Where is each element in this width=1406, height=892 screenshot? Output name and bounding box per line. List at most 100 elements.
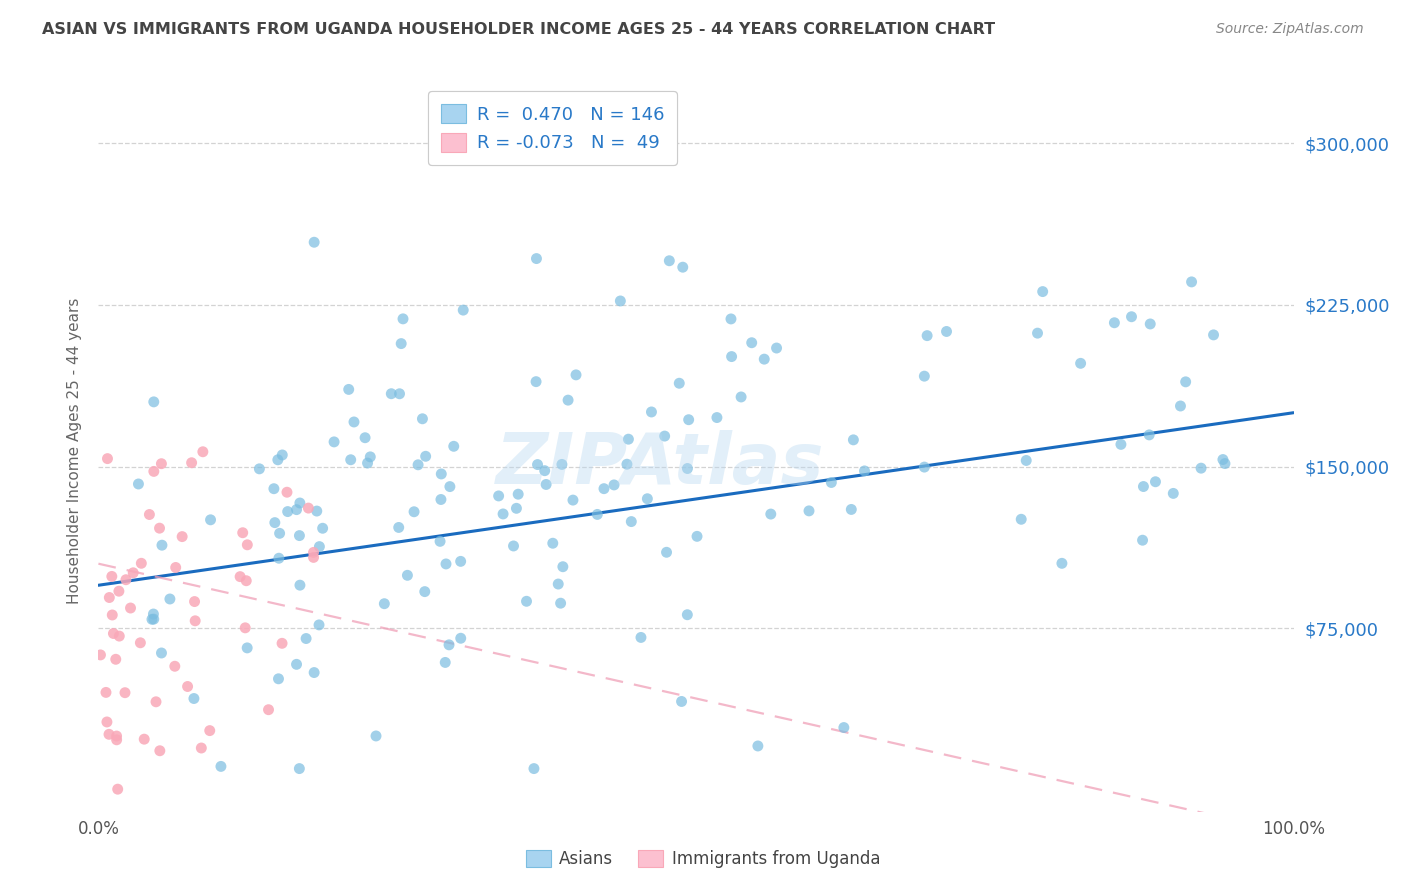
Point [150, 538, 173, 552]
Point [343, 415, 366, 429]
Point [389, 336, 412, 351]
Point [1050, 557, 1073, 571]
Point [1132, 479, 1154, 493]
Point [142, 612, 165, 626]
Point [1137, 428, 1160, 442]
Point [562, 493, 585, 508]
Point [668, 376, 690, 391]
Point [108, 584, 131, 599]
Point [392, 311, 415, 326]
Point [671, 694, 693, 708]
Point [388, 520, 411, 534]
Point [267, 551, 290, 566]
Point [720, 312, 742, 326]
Point [593, 482, 616, 496]
Point [302, 665, 325, 680]
Point [534, 477, 557, 491]
Point [263, 516, 285, 530]
Point [323, 434, 346, 449]
Point [655, 545, 678, 559]
Point [439, 480, 461, 494]
Point [172, 530, 194, 544]
Point [754, 352, 776, 367]
Point [415, 450, 437, 464]
Point [676, 607, 699, 622]
Point [305, 504, 328, 518]
Text: Source: ZipAtlas.com: Source: ZipAtlas.com [1216, 22, 1364, 37]
Point [271, 636, 294, 650]
Point [1104, 316, 1126, 330]
Point [630, 631, 652, 645]
Point [1070, 356, 1092, 370]
Point [492, 507, 515, 521]
Legend: R =  0.470   N = 146, R = -0.073   N =  49: R = 0.470 N = 146, R = -0.073 N = 49 [427, 91, 678, 165]
Point [720, 350, 742, 364]
Point [1132, 533, 1154, 548]
Point [759, 507, 782, 521]
Point [912, 369, 935, 384]
Point [557, 393, 579, 408]
Point [356, 456, 378, 470]
Point [120, 601, 142, 615]
Point [108, 629, 131, 643]
Point [411, 411, 433, 425]
Point [232, 525, 254, 540]
Point [620, 515, 643, 529]
Point [142, 607, 165, 621]
Point [150, 457, 173, 471]
Point [741, 335, 763, 350]
Point [706, 410, 728, 425]
Point [288, 578, 311, 592]
Point [276, 485, 298, 500]
Point [935, 325, 957, 339]
Point [150, 646, 173, 660]
Point [114, 686, 136, 700]
Point [915, 328, 938, 343]
Point [302, 545, 325, 559]
Point [1139, 317, 1161, 331]
Point [159, 592, 181, 607]
Point [142, 464, 165, 478]
Point [103, 626, 125, 640]
Point [550, 596, 572, 610]
Point [105, 732, 128, 747]
Point [134, 732, 156, 747]
Point [141, 612, 163, 626]
Point [654, 429, 676, 443]
Point [198, 723, 221, 738]
Point [565, 368, 588, 382]
Point [488, 489, 510, 503]
Point [277, 505, 299, 519]
Point [183, 691, 205, 706]
Point [104, 652, 127, 666]
Point [149, 744, 172, 758]
Point [107, 782, 129, 797]
Point [373, 597, 395, 611]
Point [686, 529, 709, 543]
Point [115, 573, 138, 587]
Point [285, 657, 308, 672]
Point [165, 560, 187, 574]
Point [163, 659, 186, 673]
Point [180, 456, 202, 470]
Point [236, 640, 259, 655]
Point [616, 457, 638, 471]
Point [765, 341, 787, 355]
Point [730, 390, 752, 404]
Point [434, 656, 457, 670]
Point [515, 594, 537, 608]
Point [502, 539, 524, 553]
Text: ASIAN VS IMMIGRANTS FROM UGANDA HOUSEHOLDER INCOME AGES 25 - 44 YEARS CORRELATIO: ASIAN VS IMMIGRANTS FROM UGANDA HOUSEHOL… [42, 22, 995, 37]
Point [288, 762, 311, 776]
Point [89, 648, 111, 662]
Point [1010, 512, 1032, 526]
Point [183, 594, 205, 608]
Point [145, 695, 167, 709]
Point [176, 680, 198, 694]
Point [747, 739, 769, 753]
Point [236, 538, 259, 552]
Point [603, 478, 626, 492]
Point [302, 235, 325, 250]
Point [437, 638, 460, 652]
Point [122, 566, 145, 580]
